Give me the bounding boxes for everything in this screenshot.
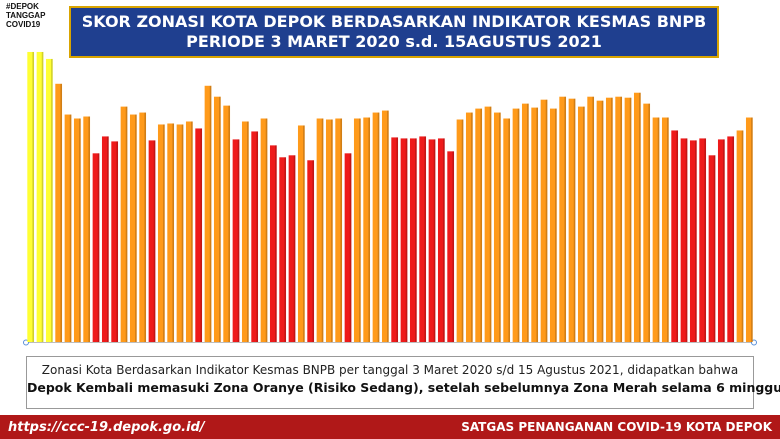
bar-red (671, 128, 679, 342)
bar-orange (559, 95, 567, 343)
bar-red (689, 138, 697, 342)
bar-orange (531, 106, 539, 342)
bar-red (92, 151, 100, 342)
bar-orange (381, 109, 389, 342)
bar-red (344, 151, 352, 342)
website-link[interactable]: https://ccc-19.depok.go.id/ (8, 419, 205, 435)
chart-title: SKOR ZONASI KOTA DEPOK BERDASARKAN INDIK… (81, 12, 707, 31)
chart-title-banner: SKOR ZONASI KOTA DEPOK BERDASARKAN INDIK… (69, 6, 719, 58)
bar-red (437, 136, 445, 342)
bar-red (708, 153, 716, 342)
bar-orange (615, 95, 623, 343)
bar-orange (465, 111, 473, 342)
chart-subtitle: PERIODE 3 MARET 2020 s.d. 15AGUSTUS 2021 (186, 32, 602, 51)
bar-yellow (36, 50, 44, 342)
bar-orange (624, 96, 632, 342)
bar-orange (587, 95, 595, 343)
bar-red (391, 135, 399, 342)
conclusion-highlight: Depok Kembali memasuki Zona Oranye (Risi… (27, 380, 780, 395)
bar-orange (521, 102, 529, 342)
bar-orange (661, 116, 669, 342)
bar-orange (475, 107, 483, 342)
bar-orange (176, 122, 184, 343)
bar-orange (139, 111, 147, 342)
bar-orange (652, 116, 660, 342)
bar-red (251, 129, 259, 342)
bar-orange (316, 117, 324, 342)
bar-orange (55, 82, 63, 342)
hashtag-line-2: TANGGAP (6, 11, 46, 20)
bar-red (400, 136, 408, 342)
bar-orange (568, 97, 576, 342)
bar-red (419, 134, 427, 342)
bar-orange (512, 107, 520, 342)
bar-orange (157, 122, 165, 343)
bar-orange (223, 104, 231, 342)
bar-red (101, 134, 109, 342)
bar-orange (484, 105, 492, 342)
bar-orange (643, 102, 651, 342)
bar-orange (736, 128, 744, 342)
chart-handle-left (23, 339, 29, 346)
bar-orange (213, 95, 221, 343)
bar-orange (549, 107, 557, 342)
hashtag-line-1: #DEPOK (6, 2, 39, 11)
bar-red (717, 137, 725, 342)
bar-red (409, 136, 417, 342)
bar-orange (605, 96, 613, 342)
bar-orange (363, 116, 371, 342)
bar-orange (353, 117, 361, 342)
bar-orange (335, 117, 343, 342)
bar-orange (745, 116, 753, 342)
bar-orange (577, 105, 585, 342)
bar-red (699, 136, 707, 342)
bar-red (447, 149, 455, 342)
bar-orange (83, 115, 91, 342)
bar-red (680, 136, 688, 342)
bar-orange (456, 117, 464, 343)
bar-orange (372, 111, 380, 342)
bar-orange (120, 105, 128, 342)
bar-red (279, 155, 287, 342)
bar-red (195, 126, 203, 342)
bar-orange (596, 99, 604, 343)
conclusion-text: Zonasi Kota Berdasarkan Indikator Kesmas… (41, 363, 739, 377)
bar-orange (129, 113, 137, 342)
bar-orange (167, 121, 175, 342)
bar-red (232, 137, 240, 342)
bar-red (307, 158, 315, 342)
conclusion-box: Zonasi Kota Berdasarkan Indikator Kesmas… (26, 356, 780, 409)
bar-red (148, 138, 156, 342)
bar-red (727, 134, 735, 342)
bar-orange (633, 91, 641, 342)
bar-yellow (45, 57, 53, 343)
footer-bar: https://ccc-19.depok.go.id/ SATGAS PENAN… (0, 415, 780, 439)
bar-orange (204, 84, 212, 342)
bar-orange (503, 117, 511, 342)
bar-orange (185, 119, 193, 342)
bar-orange (73, 117, 81, 342)
bar-orange (260, 117, 268, 342)
bar-red (288, 153, 296, 342)
bar-red (269, 143, 277, 342)
chart-handle-right (751, 339, 757, 346)
bar-orange (493, 111, 501, 342)
bar-orange (64, 113, 72, 342)
bar-red (111, 139, 119, 342)
bar-orange (325, 117, 333, 343)
organization-name: SATGAS PENANGANAN COVID-19 KOTA DEPOK (461, 420, 772, 434)
bar-red (428, 137, 436, 342)
bar-orange (297, 123, 305, 342)
hashtag-logo: #DEPOK TANGGAP COVID19 (6, 2, 45, 29)
bar-orange (241, 119, 249, 342)
bar-yellow (27, 50, 35, 342)
bar-orange (540, 98, 548, 342)
hashtag-line-3: COVID19 (6, 20, 41, 29)
